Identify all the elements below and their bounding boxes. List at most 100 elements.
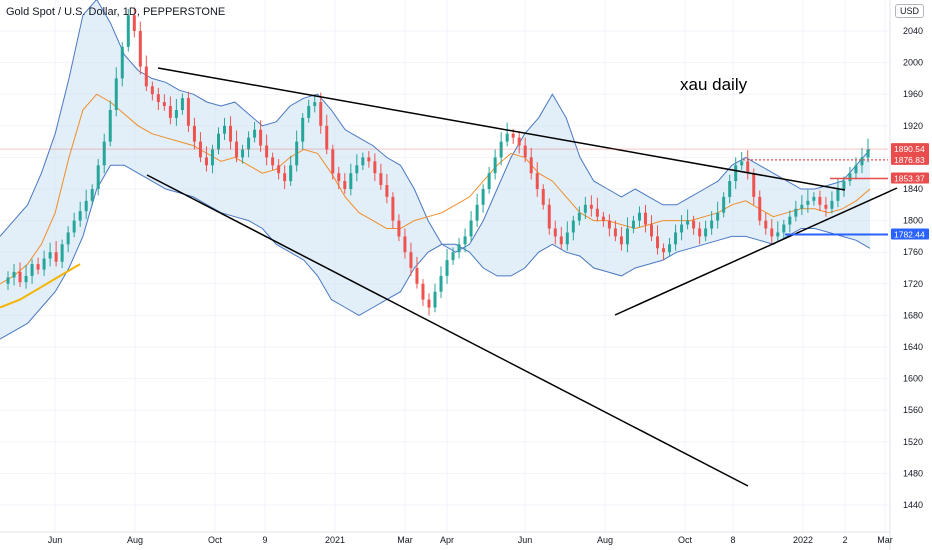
price-tick-label: 1800 [903, 216, 923, 226]
candle-body [776, 232, 780, 237]
time-tick-label: Apr [440, 535, 454, 545]
trend-line[interactable] [146, 174, 749, 487]
candle-body [198, 141, 202, 158]
candle-body [24, 275, 28, 283]
candle-body [36, 264, 40, 270]
candle-body [595, 208, 599, 217]
candle-body [469, 220, 473, 237]
candle-body [295, 141, 299, 166]
candle-body [601, 216, 605, 221]
candle-body [734, 165, 738, 182]
trend-line[interactable] [614, 187, 898, 316]
time-tick-label: 2021 [325, 535, 345, 545]
candle-body [96, 165, 100, 189]
candle-body [349, 173, 353, 189]
candle-body [439, 275, 443, 292]
candle-body [210, 149, 214, 166]
candle-body [54, 252, 58, 262]
candle-body [373, 161, 377, 174]
time-tick-label: 9 [262, 535, 267, 545]
candle-body [686, 220, 690, 225]
candle-body [764, 220, 768, 229]
candle-body [186, 98, 190, 126]
candle-body [12, 271, 16, 278]
candle-body [343, 181, 347, 189]
candle-body [283, 173, 287, 182]
candle-body [692, 220, 696, 229]
candle-body [355, 165, 359, 174]
candle-body [860, 157, 864, 166]
chart-annotation: xau daily [680, 75, 748, 94]
candle-body [144, 66, 148, 87]
candle-body [66, 232, 70, 245]
candle-body [842, 181, 846, 189]
trend-lines [0, 67, 898, 487]
candle-body [259, 129, 263, 146]
price-tag-label: 1876.83 [894, 155, 925, 165]
candle-body [126, 15, 130, 47]
candle-body [529, 157, 533, 174]
candle-body [301, 117, 305, 142]
time-axis[interactable]: Jun Aug Oct 9 2021 Mar Apr Jun Aug Oct 8 2022 2 Mar [48, 535, 893, 545]
price-tick-label: 1960 [903, 89, 923, 99]
price-tick-label: 1760 [903, 247, 923, 257]
candle-body [770, 228, 774, 237]
symbol-title: Gold Spot / U.S. Dollar, 1D, PEPPERSTONE [6, 6, 226, 18]
candle-body [800, 204, 804, 209]
candle-body [866, 149, 870, 158]
candle-body [427, 299, 431, 308]
candle-body [319, 102, 323, 126]
candle-body [241, 149, 245, 158]
candle-body [523, 145, 527, 158]
candle-body [235, 141, 239, 158]
candle-body [493, 157, 497, 174]
price-axis[interactable]: 2040200019601920188018401800176017201680… [903, 26, 923, 510]
candle-body [421, 283, 425, 300]
candle-body [475, 204, 479, 221]
candle-body [42, 258, 46, 270]
candle-body [463, 236, 467, 245]
candle-body [637, 212, 641, 221]
candle-body [571, 220, 575, 233]
candle-body [132, 15, 136, 31]
time-tick-label: Jun [48, 535, 63, 545]
candle-body [746, 161, 750, 174]
candle-body [782, 224, 786, 233]
candle-body [547, 204, 551, 229]
candle-body [403, 236, 407, 253]
candle-body [794, 208, 798, 217]
currency-badge[interactable]: USD [894, 4, 924, 18]
candle-body [156, 94, 160, 103]
price-tick-label: 1720 [903, 279, 923, 289]
candle-body [313, 102, 317, 107]
candle-body [367, 157, 371, 162]
candle-body [565, 232, 569, 245]
time-tick-label: 8 [730, 535, 735, 545]
candle-body [481, 189, 485, 205]
candle-body [722, 196, 726, 213]
candle-body [830, 200, 834, 209]
candle-body [289, 165, 293, 182]
candle-body [72, 220, 76, 233]
candle-body [758, 196, 762, 221]
candle-body [559, 236, 563, 245]
candle-body [331, 149, 335, 174]
candle-body [698, 228, 702, 237]
candle-body [625, 228, 629, 245]
candle-body [716, 212, 720, 221]
price-tick-label: 1480 [903, 468, 923, 478]
candle-body [643, 212, 647, 225]
candle-body [391, 196, 395, 221]
candle-body [277, 165, 281, 174]
candle-body [108, 110, 112, 142]
candle-body [848, 173, 852, 182]
candle-body [433, 291, 437, 308]
time-tick-label: Jun [518, 535, 533, 545]
price-tick-label: 1520 [903, 437, 923, 447]
candle-body [541, 189, 545, 205]
time-tick-label: Mar [877, 535, 893, 545]
candle-body [451, 252, 455, 261]
trend-line[interactable] [157, 67, 846, 191]
price-tick-label: 1560 [903, 405, 923, 415]
